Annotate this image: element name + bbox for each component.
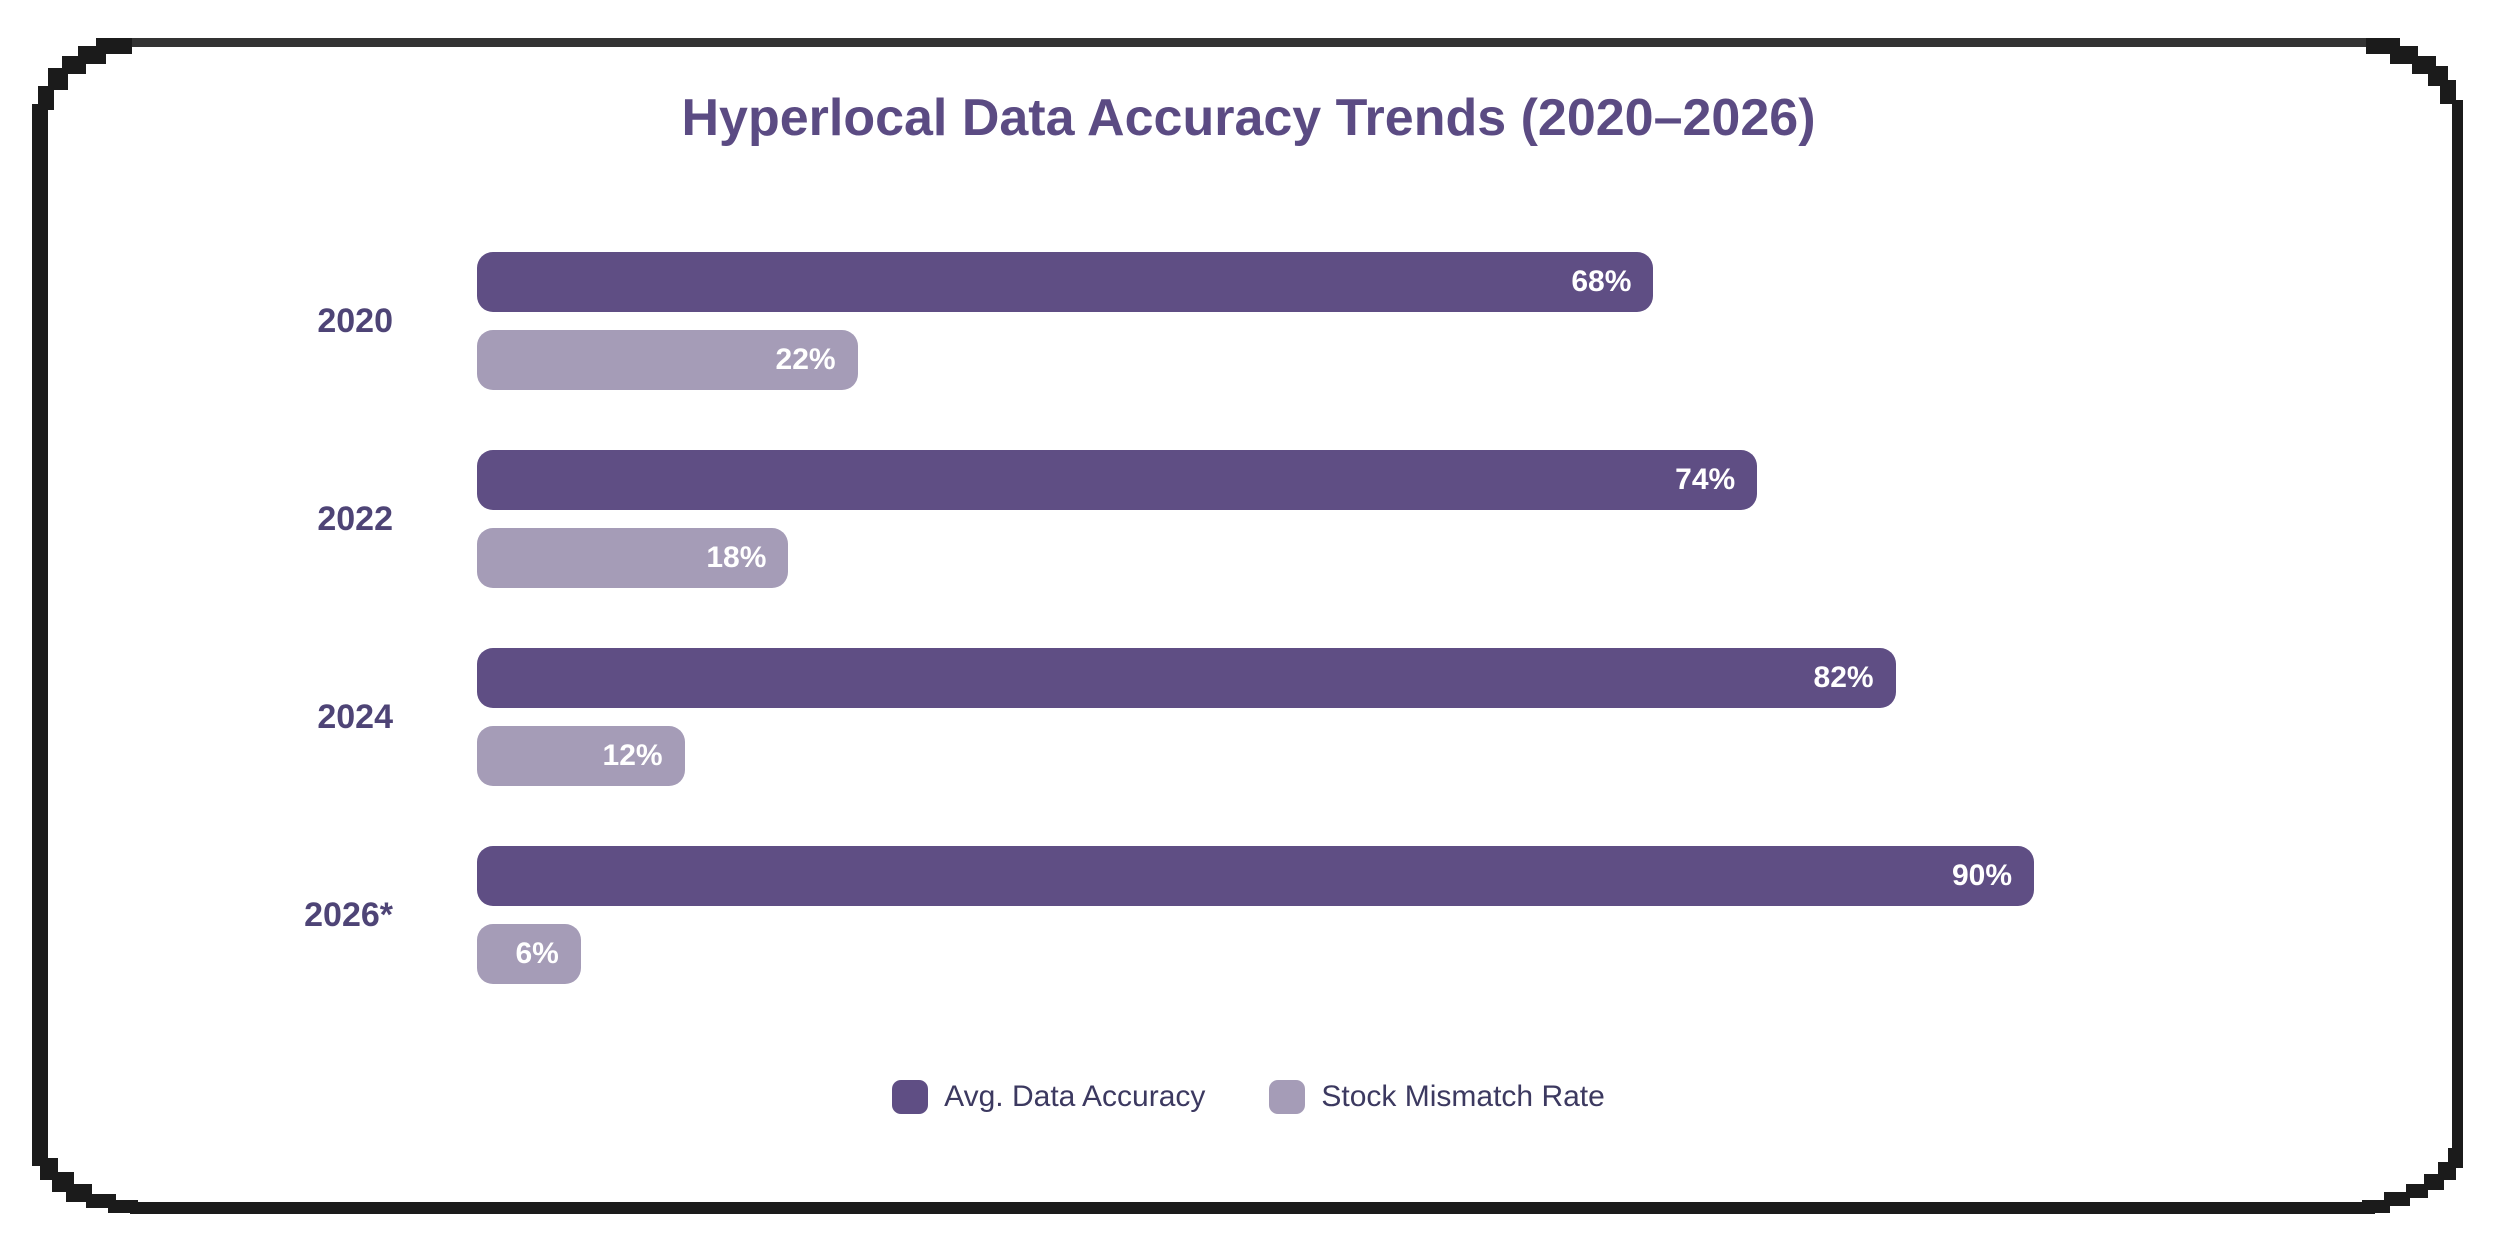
chart-row: 2020 68% 22% (0, 252, 2497, 390)
chart-row: 2024 82% 12% (0, 648, 2497, 786)
bar-value-label: 22% (775, 343, 836, 376)
legend-swatch-mismatch-icon (1269, 1080, 1306, 1114)
accuracy-bar: 82% (477, 648, 1896, 708)
legend-label: Stock Mismatch Rate (1321, 1080, 1605, 1113)
legend-item-accuracy: Avg. Data Accuracy (892, 1080, 1205, 1114)
category-label: 2020 (317, 301, 393, 340)
bar-group: 74% 18% (477, 450, 2207, 588)
bar-value-label: 90% (1951, 859, 2012, 892)
category-label: 2026* (304, 895, 393, 934)
bar-value-label: 82% (1813, 661, 1874, 694)
chart-row: 2022 74% 18% (0, 450, 2497, 588)
mismatch-bar: 22% (477, 330, 858, 390)
mismatch-bar: 6% (477, 924, 581, 984)
plot-area: 2020 68% 22% 2022 74% 18% (0, 252, 2497, 1044)
accuracy-bar: 74% (477, 450, 1758, 510)
legend: Avg. Data Accuracy Stock Mismatch Rate (0, 1080, 2497, 1114)
bar-group: 82% 12% (477, 648, 2207, 786)
bar-group: 90% 6% (477, 846, 2207, 984)
bar-value-label: 6% (515, 937, 559, 970)
bar-value-label: 12% (602, 739, 663, 772)
chart-row: 2026* 90% 6% (0, 846, 2497, 984)
bar-group: 68% 22% (477, 252, 2207, 390)
category-label: 2024 (317, 697, 393, 736)
mismatch-bar: 12% (477, 726, 685, 786)
legend-item-mismatch: Stock Mismatch Rate (1269, 1080, 1605, 1114)
chart-title: Hyperlocal Data Accuracy Trends (2020–20… (681, 89, 1816, 147)
legend-label: Avg. Data Accuracy (944, 1080, 1206, 1113)
bar-value-label: 74% (1675, 463, 1736, 496)
legend-swatch-accuracy-icon (892, 1080, 929, 1114)
category-label: 2022 (317, 499, 393, 538)
bar-value-label: 68% (1571, 265, 1632, 298)
accuracy-bar: 68% (477, 252, 1654, 312)
mismatch-bar: 18% (477, 528, 789, 588)
bar-value-label: 18% (706, 541, 767, 574)
accuracy-bar: 90% (477, 846, 2034, 906)
